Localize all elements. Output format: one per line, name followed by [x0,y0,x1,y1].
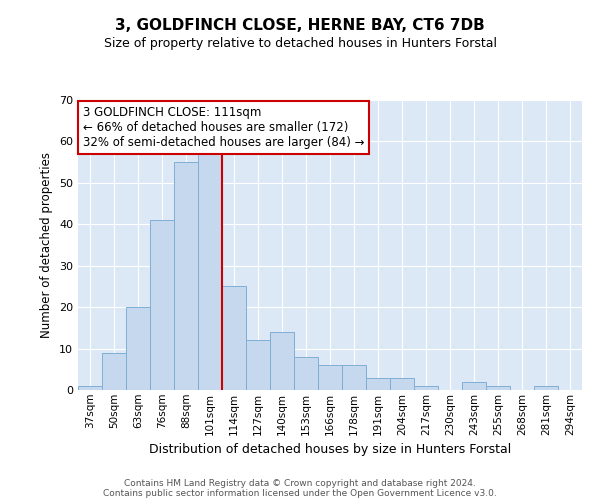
Text: Size of property relative to detached houses in Hunters Forstal: Size of property relative to detached ho… [104,38,497,51]
Bar [414,386,438,390]
Bar [366,378,390,390]
Text: 3 GOLDFINCH CLOSE: 111sqm
← 66% of detached houses are smaller (172)
32% of semi: 3 GOLDFINCH CLOSE: 111sqm ← 66% of detac… [83,106,364,149]
Bar [342,365,366,390]
Bar [150,220,174,390]
Bar [246,340,270,390]
Bar [270,332,294,390]
Text: Contains HM Land Registry data © Crown copyright and database right 2024.: Contains HM Land Registry data © Crown c… [124,478,476,488]
Bar [126,307,150,390]
Text: 3, GOLDFINCH CLOSE, HERNE BAY, CT6 7DB: 3, GOLDFINCH CLOSE, HERNE BAY, CT6 7DB [115,18,485,32]
Bar [534,386,558,390]
X-axis label: Distribution of detached houses by size in Hunters Forstal: Distribution of detached houses by size … [149,443,511,456]
Bar [462,382,486,390]
Bar [174,162,198,390]
Bar [486,386,510,390]
Text: Contains public sector information licensed under the Open Government Licence v3: Contains public sector information licen… [103,488,497,498]
Bar [102,352,126,390]
Bar [198,150,222,390]
Y-axis label: Number of detached properties: Number of detached properties [40,152,53,338]
Bar [294,357,318,390]
Bar [222,286,246,390]
Bar [318,365,342,390]
Bar [78,386,102,390]
Bar [390,378,414,390]
